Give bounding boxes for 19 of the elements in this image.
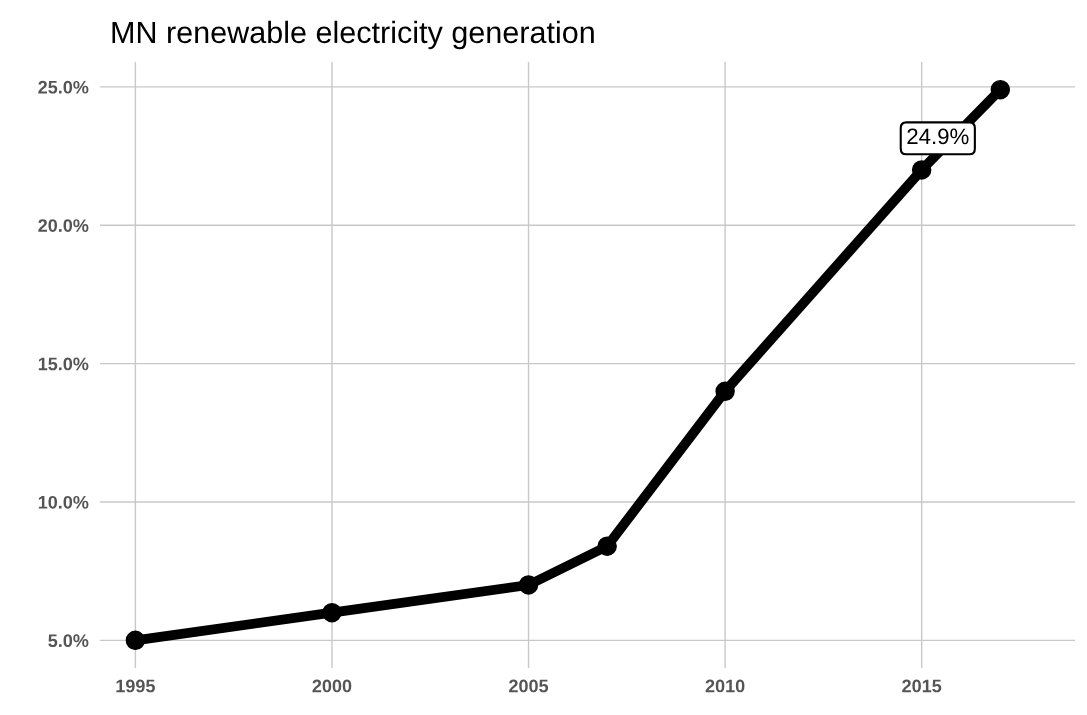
x-tick-label: 2005: [509, 679, 549, 693]
point: [125, 630, 146, 651]
x-tick-label: 2010: [705, 679, 745, 693]
chart-title: MN renewable electricity generation: [112, 20, 594, 50]
x-tick-label: 2000: [312, 679, 352, 693]
point: [597, 536, 617, 556]
y-tick-label: 10.0%: [38, 495, 89, 509]
point: [990, 79, 1011, 100]
annotation: 24.9%: [907, 128, 969, 145]
point: [518, 575, 539, 595]
y-tick-label: 25.0%: [38, 80, 89, 94]
y-tick-label: 5.0%: [48, 634, 89, 648]
point: [322, 602, 342, 623]
y-tick-label: 15.0%: [38, 357, 89, 371]
point: [715, 381, 735, 402]
y-tick-label: 20.0%: [38, 219, 89, 232]
point: [911, 160, 932, 180]
x-tick-label: 1995: [116, 679, 155, 693]
x-tick-label: 2015: [902, 679, 942, 693]
